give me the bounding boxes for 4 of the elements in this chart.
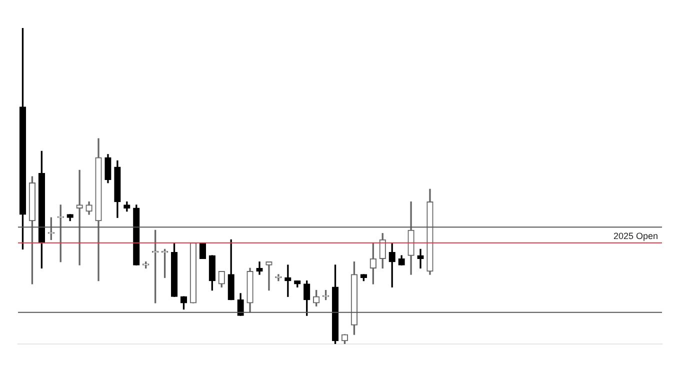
candlestick xyxy=(76,170,83,266)
candlestick xyxy=(417,248,424,268)
candlestick xyxy=(266,262,272,291)
ref-line-label: 2025 Open xyxy=(613,230,658,241)
